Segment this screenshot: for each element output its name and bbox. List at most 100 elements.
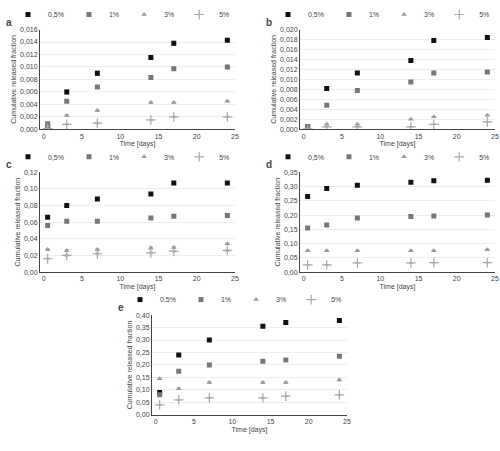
svg-text:0,25: 0,25 [136,349,150,356]
svg-text:0,012: 0,012 [280,66,298,73]
svg-text:5: 5 [192,418,196,425]
svg-text:10: 10 [116,275,124,282]
svg-text:25: 25 [231,275,239,282]
svg-text:20: 20 [453,133,461,140]
svg-text:3%: 3% [276,296,286,303]
svg-text:3%: 3% [424,11,434,18]
svg-text:20: 20 [193,275,201,282]
svg-text:0,006: 0,006 [280,96,298,103]
svg-text:Time [days]: Time [days] [380,140,416,148]
svg-text:0,010: 0,010 [280,76,298,83]
svg-text:0,25: 0,25 [284,197,298,204]
svg-text:0,004: 0,004 [280,106,298,113]
svg-text:0,35: 0,35 [284,169,298,176]
svg-text:15: 15 [155,133,163,140]
svg-text:0,012: 0,012 [20,51,38,58]
svg-text:0,10: 0,10 [284,240,298,247]
svg-text:0,06: 0,06 [24,219,38,226]
svg-text:0: 0 [42,133,46,140]
svg-text:0,30: 0,30 [284,183,298,190]
svg-text:1%: 1% [109,11,119,18]
svg-text:0: 0 [154,418,158,425]
svg-text:0,014: 0,014 [280,56,298,63]
svg-text:Cumulative released fraction: Cumulative released fraction [14,178,21,267]
svg-text:10: 10 [376,133,384,140]
svg-text:Time [days]: Time [days] [380,283,416,291]
svg-text:0,010: 0,010 [20,63,38,70]
svg-text:0,12: 0,12 [24,169,38,176]
svg-text:0,004: 0,004 [20,101,38,108]
svg-text:e: e [118,302,124,313]
svg-text:Cumulative released fraction: Cumulative released fraction [10,35,17,124]
svg-text:0,5%: 0,5% [48,11,64,18]
svg-text:20: 20 [193,133,201,140]
svg-text:Cumulative released fraction: Cumulative released fraction [274,178,281,267]
svg-text:0,5%: 0,5% [160,296,176,303]
svg-text:3%: 3% [164,11,174,18]
svg-text:0,40: 0,40 [136,312,150,319]
svg-text:25: 25 [491,133,499,140]
svg-text:5: 5 [340,275,344,282]
svg-text:1%: 1% [369,154,379,161]
svg-text:0,20: 0,20 [284,212,298,219]
svg-text:1%: 1% [221,296,231,303]
svg-text:0,15: 0,15 [136,374,150,381]
svg-text:20: 20 [453,275,461,282]
svg-text:0,5%: 0,5% [48,154,64,161]
svg-text:0,5%: 0,5% [308,11,324,18]
svg-text:0,014: 0,014 [20,38,38,45]
svg-text:5%: 5% [479,154,489,161]
svg-text:0,018: 0,018 [280,36,298,43]
svg-text:0: 0 [42,275,46,282]
svg-text:Time [days]: Time [days] [120,140,156,148]
svg-text:5%: 5% [479,11,489,18]
svg-text:20: 20 [305,418,313,425]
svg-text:3%: 3% [164,154,174,161]
svg-text:0,20: 0,20 [136,361,150,368]
svg-text:b: b [266,17,272,28]
svg-text:5%: 5% [219,11,229,18]
svg-text:5: 5 [80,133,84,140]
svg-text:25: 25 [231,133,239,140]
svg-text:0,000: 0,000 [20,126,38,133]
svg-text:0,00: 0,00 [136,411,150,418]
svg-text:25: 25 [491,275,499,282]
svg-text:0,008: 0,008 [20,76,38,83]
svg-text:5: 5 [80,275,84,282]
svg-text:0,08: 0,08 [24,202,38,209]
svg-text:1%: 1% [109,154,119,161]
svg-text:0: 0 [302,275,306,282]
svg-text:0,016: 0,016 [20,26,38,33]
svg-text:0,10: 0,10 [24,185,38,192]
svg-text:0,05: 0,05 [284,254,298,261]
svg-text:10: 10 [376,275,384,282]
svg-text:a: a [6,17,12,28]
svg-text:0,10: 0,10 [136,386,150,393]
svg-text:0,02: 0,02 [24,252,38,259]
svg-text:25: 25 [343,418,351,425]
svg-text:0,05: 0,05 [136,399,150,406]
svg-text:0,30: 0,30 [136,336,150,343]
svg-text:1%: 1% [369,11,379,18]
svg-text:10: 10 [116,133,124,140]
svg-text:0,000: 0,000 [280,126,298,133]
svg-text:10: 10 [228,418,236,425]
svg-text:Cumulative released fraction: Cumulative released fraction [270,35,277,124]
svg-text:0,00: 0,00 [284,269,298,276]
svg-text:Time [days]: Time [days] [232,426,268,434]
svg-text:15: 15 [415,275,423,282]
svg-text:0,15: 0,15 [284,226,298,233]
svg-text:0,04: 0,04 [24,235,38,242]
svg-text:Cumulative released fraction: Cumulative released fraction [126,320,133,409]
svg-text:0,008: 0,008 [280,86,298,93]
svg-text:15: 15 [267,418,275,425]
svg-text:0,020: 0,020 [280,26,298,33]
svg-text:c: c [6,159,12,170]
svg-text:0: 0 [302,133,306,140]
svg-text:0,016: 0,016 [280,46,298,53]
svg-text:d: d [266,159,272,170]
svg-text:0,002: 0,002 [280,116,298,123]
svg-text:5%: 5% [331,296,341,303]
svg-text:0,002: 0,002 [20,113,38,120]
svg-text:0,00: 0,00 [24,269,38,276]
